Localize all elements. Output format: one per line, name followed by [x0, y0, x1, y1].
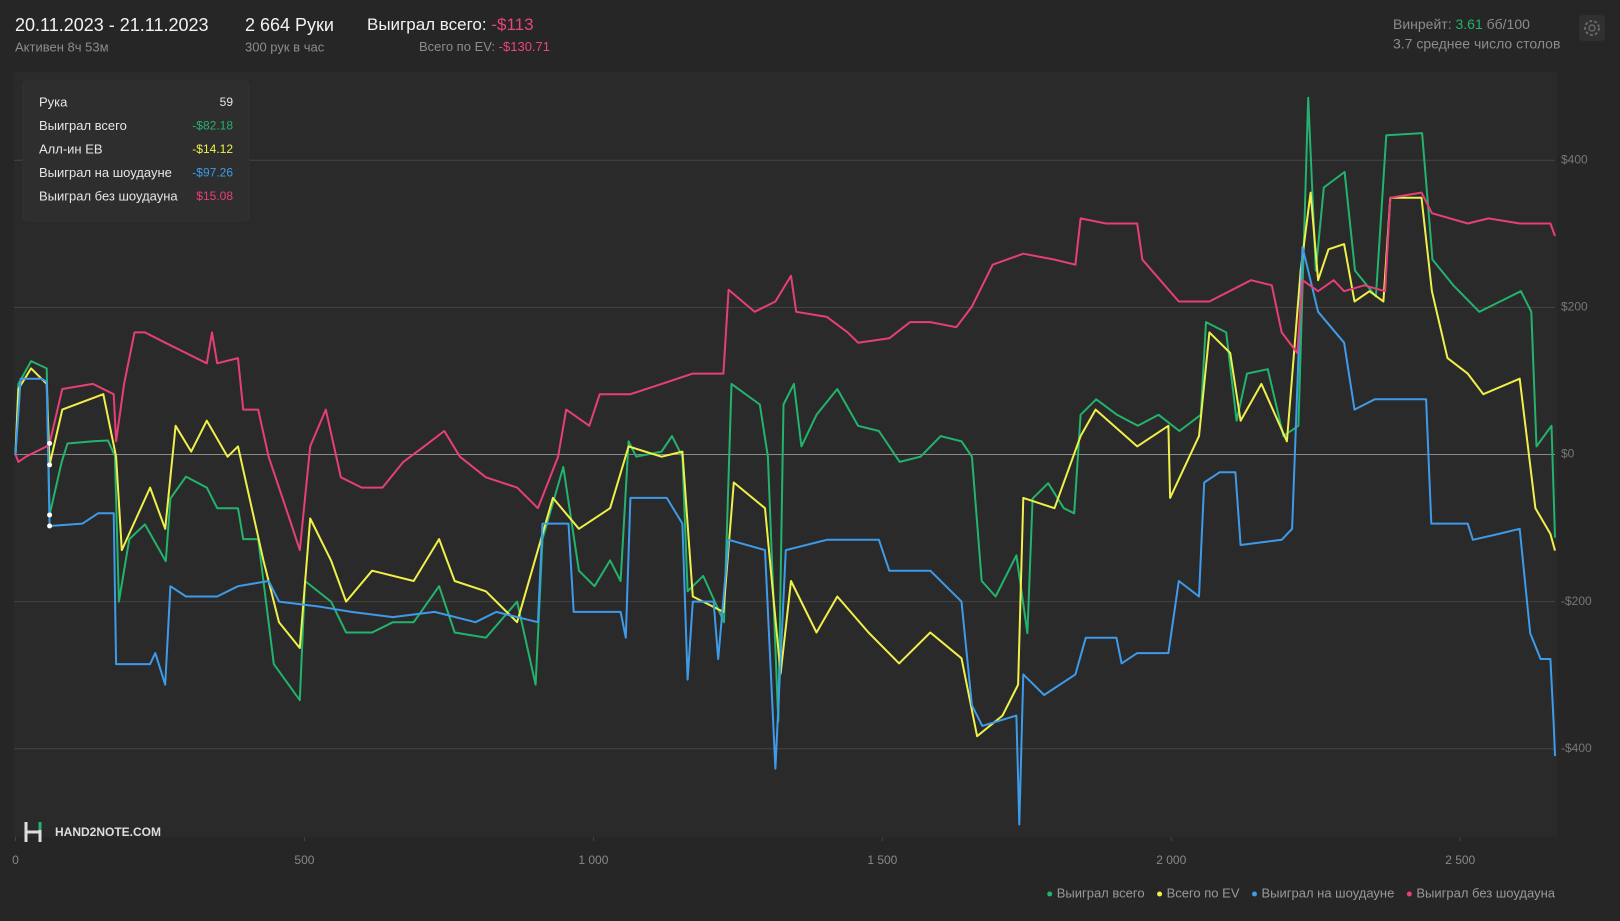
won-value: -$113: [491, 15, 533, 34]
active-time: Активен 8ч 53м: [15, 39, 109, 54]
gear-hub: [1588, 24, 1596, 32]
tooltip-label: Выиграл всего: [39, 118, 127, 133]
tooltip: Рука 59 Выиграл всего -$82.18 Алл-ин EB -$14.…: [22, 80, 250, 222]
y-tick-label: $400: [1561, 152, 1588, 166]
tooltip-value: $15.08: [196, 189, 233, 203]
x-tick-label: 500: [294, 853, 314, 867]
winrate-unit: бб/100: [1487, 16, 1530, 32]
settings-icon[interactable]: [1579, 15, 1605, 41]
watermark: HAND2NOTE.COM: [24, 822, 161, 842]
y-tick-label: -$400: [1561, 741, 1592, 755]
series-line: [14, 246, 1556, 826]
tooltip-label: Алл-ин EB: [39, 141, 103, 156]
hover-point: [47, 512, 53, 518]
y-tick-label: -$200: [1561, 594, 1592, 608]
legend-marker: [1047, 891, 1053, 897]
settings-button[interactable]: [1579, 15, 1605, 41]
x-tick-label: 2 000: [1156, 853, 1186, 867]
y-tick-label: $0: [1561, 447, 1575, 461]
dates: 20.11.2023 - 21.11.2023: [15, 15, 209, 35]
x-tick-label: 0: [12, 853, 19, 867]
legend-marker: [1406, 891, 1412, 897]
hover-point: [47, 523, 53, 529]
hands: 2 664 Руки: [245, 15, 334, 35]
legend-label: Выиграл всего: [1057, 885, 1145, 900]
winrate-value: 3.61: [1455, 16, 1482, 32]
winrate-label: Винрейт:: [1393, 16, 1452, 32]
tooltip-value: -$82.18: [192, 119, 233, 133]
tooltip-value: -$14.12: [192, 142, 233, 156]
legend-marker: [1251, 891, 1257, 897]
hands-rate: 300 рук в час: [245, 39, 325, 54]
tables: 3.7 среднее число столов: [1393, 36, 1560, 52]
ev-value: -$130.71: [499, 39, 550, 54]
tooltip-label: Выиграл без шоудауна: [39, 188, 178, 203]
tooltip-label: Выиграл на шоудауне: [39, 165, 172, 180]
x-tick-label: 1 500: [867, 853, 897, 867]
tooltip-box: [22, 80, 250, 222]
legend-label: Выиграл на шоудауне: [1261, 885, 1394, 900]
y-tick-label: $200: [1561, 300, 1588, 314]
won-total: Выиграл всего: -$113: [367, 15, 534, 34]
legend-label: Выиграл без шоудауна: [1416, 885, 1555, 900]
x-tick-label: 1 000: [578, 853, 608, 867]
gear: [1584, 20, 1600, 36]
legend-marker: [1157, 891, 1163, 897]
series-line: [14, 191, 1556, 738]
tooltip-value: 59: [220, 95, 234, 109]
legend-label: Всего по EV: [1167, 885, 1240, 900]
tooltip-value: -$97.26: [192, 166, 233, 180]
won-label: Выиграл всего:: [367, 15, 487, 34]
hover-point: [47, 440, 53, 446]
x-tick-label: 2 500: [1445, 853, 1475, 867]
watermark-text: HAND2NOTE.COM: [55, 825, 161, 839]
winrate: Винрейт: 3.61 бб/100: [1393, 16, 1530, 32]
hover-point: [47, 462, 53, 468]
ev-label: Всего по EV:: [419, 39, 495, 54]
tooltip-label: Рука: [39, 94, 68, 109]
series-line: [14, 191, 1556, 552]
ev-total: Всего по EV: -$130.71: [419, 39, 550, 54]
